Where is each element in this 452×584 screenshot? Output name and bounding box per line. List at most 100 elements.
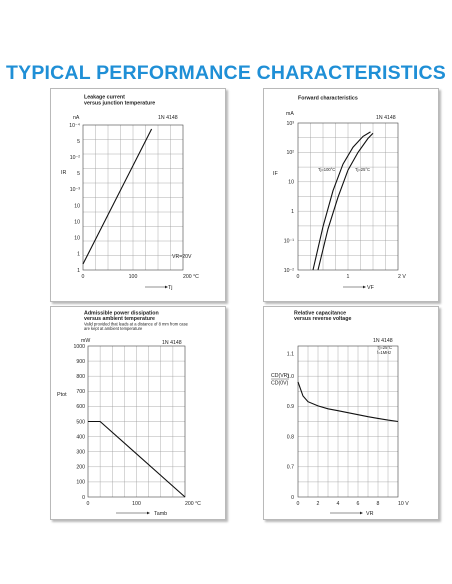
x-axis-arrow-head — [147, 511, 150, 515]
x-tick-label: 8 — [377, 501, 380, 507]
x-axis-arrow-head — [165, 285, 168, 289]
x-axis-label: VF — [367, 285, 375, 291]
series-label-tj-25: Tj=25°C — [355, 167, 370, 172]
chart-title: Admissible power dissipation — [84, 311, 159, 317]
x-tick-label: 0 — [87, 501, 90, 507]
condition-1: Tj=25°C — [377, 345, 392, 350]
chart-subtitle: versus junction temperature — [84, 101, 155, 107]
y-axis-label: IF — [273, 171, 278, 177]
x-tick-label: 2 — [317, 501, 320, 507]
series-label-tj-100: Tj=100°C — [318, 167, 335, 172]
plot-area: 10⁻² 10⁻¹ 1 10 10² 10³ 0 1 2 V Tj=100°C Tj=25°C — [284, 121, 407, 280]
y-tick-label: 10² — [287, 150, 295, 156]
y-unit: mA — [286, 111, 294, 117]
y-tick-label: 10 — [74, 203, 80, 209]
power-derating-curve — [88, 420, 186, 498]
power-dissipation-chart: Admissible power dissipation versus ambi… — [50, 306, 226, 520]
x-tick-label: 0 — [297, 501, 300, 507]
y-tick-label: 400 — [76, 434, 85, 440]
y-tick-label: 10⁻² — [284, 268, 295, 274]
curve-tj-25 — [317, 132, 374, 271]
y-tick-label: 100 — [76, 480, 85, 486]
y-tick-label: 700 — [76, 389, 85, 395]
y-tick-label: 10 — [288, 180, 294, 186]
x-axis-arrow-head — [363, 285, 366, 289]
y-unit: mW — [81, 338, 90, 344]
y-tick-label: 0.9 — [287, 404, 294, 410]
leakage-curve — [82, 128, 153, 265]
y-tick-label: 10 — [74, 236, 80, 242]
condition-label: VR=20V — [172, 254, 192, 260]
relative-capacitance-chart: Relative capacitance versus reverse volt… — [263, 306, 439, 520]
y-tick-label: 10⁻⁴ — [69, 123, 80, 129]
y-tick-label: 1.0 — [287, 374, 294, 380]
plot-frame — [82, 124, 184, 271]
curve-tj-100 — [312, 131, 371, 271]
x-axis-label: VR — [366, 511, 374, 517]
y-tick-label: 10³ — [287, 121, 295, 127]
x-tick-label: 100 — [132, 501, 141, 507]
part-number: 1N 4148 — [376, 115, 396, 121]
y-tick-label: 10⁻² — [70, 155, 81, 161]
y-tick-label: 900 — [76, 359, 85, 365]
y-tick-label: 300 — [76, 450, 85, 456]
y-tick-label: 600 — [76, 404, 85, 410]
x-tick-label: 200 °C — [185, 501, 201, 507]
y-tick-label: 0.7 — [287, 465, 294, 471]
part-number: 1N 4148 — [162, 340, 182, 346]
condition-2: f=1MHz — [377, 350, 391, 355]
part-number: 1N 4148 — [373, 338, 393, 344]
part-number: 1N 4148 — [158, 115, 178, 121]
x-axis-label: Tj — [168, 285, 173, 291]
chart-title: Leakage current — [84, 95, 125, 101]
chart-note: Valid provided that leads at a distance … — [84, 322, 189, 332]
plot-frame — [297, 122, 399, 271]
x-tick-label: 4 — [337, 501, 340, 507]
plot-area: 1 1 10 10 10 10⁻³ 5 10⁻² 5 10⁻⁴ 0 100 200 °C — [69, 123, 199, 280]
x-axis-label: Tamb — [154, 511, 167, 517]
chart-title: Forward characteristics — [298, 96, 358, 102]
chart-note-line-1: Valid provided that leads at a distance … — [84, 322, 189, 327]
forward-characteristics-plot: Forward characteristics mA 1N 4148 IF VF… — [273, 96, 407, 292]
power-dissipation-plot: Admissible power dissipation versus ambi… — [57, 311, 201, 518]
forward-characteristics-chart: Forward characteristics mA 1N 4148 IF VF… — [263, 88, 439, 302]
y-tick-label: 200 — [76, 465, 85, 471]
y-tick-label: 1.1 — [287, 351, 294, 357]
y-tick-label: 5 — [77, 171, 80, 177]
x-tick-label: 10 V — [398, 501, 409, 507]
plot-area: 0 0.7 0.8 0.9 1.0 1.1 0 2 4 6 8 10 V — [287, 345, 409, 507]
x-tick-label: 1 — [347, 274, 350, 280]
capacitance-curve — [297, 381, 399, 423]
y-axis-label: IR — [61, 170, 66, 176]
y-axis-label-bottom: CD(0V) — [271, 381, 289, 387]
x-tick-label: 100 — [129, 274, 138, 280]
y-unit: nA — [73, 115, 80, 121]
relative-capacitance-plot: Relative capacitance versus reverse volt… — [271, 311, 409, 517]
y-tick-label: 1000 — [73, 344, 85, 350]
y-tick-label: 1 — [77, 252, 80, 258]
y-axis-label-top: CD(VR) — [271, 373, 289, 379]
chart-title: Relative capacitance — [294, 311, 346, 317]
x-tick-label: 0 — [82, 274, 85, 280]
leakage-current-chart: Leakage current versus junction temperat… — [50, 88, 226, 302]
x-tick-label: 6 — [357, 501, 360, 507]
y-tick-label: 500 — [76, 419, 85, 425]
y-axis-label: Ptot — [57, 392, 67, 398]
y-tick-label: 10⁻³ — [70, 187, 81, 193]
plot-area: 0 100 200 300 400 500 600 700 800 900 1000 0 100 200 … — [73, 344, 201, 507]
y-tick-label: 800 — [76, 374, 85, 380]
y-tick-label: 0 — [291, 495, 294, 501]
page-heading: TYPICAL PERFORMANCE CHARACTERISTICS — [6, 62, 446, 84]
x-tick-label: 2 V — [398, 274, 406, 280]
chart-subtitle: versus reverse voltage — [294, 316, 351, 322]
x-axis-arrow-head — [360, 511, 363, 515]
y-tick-label: 0 — [82, 495, 85, 501]
x-tick-label: 0 — [297, 274, 300, 280]
y-tick-label: 0.8 — [287, 434, 294, 440]
chart-note-line-2: are kept at ambient temperature — [84, 326, 143, 331]
y-tick-label: 10⁻¹ — [284, 238, 295, 244]
y-tick-label: 1 — [291, 209, 294, 215]
x-tick-label: 200 °C — [183, 274, 199, 280]
y-tick-label: 10 — [74, 219, 80, 225]
y-tick-label: 5 — [77, 139, 80, 145]
